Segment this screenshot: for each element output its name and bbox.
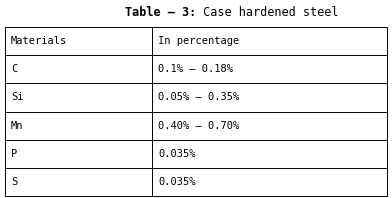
Text: Si: Si — [11, 92, 24, 102]
Text: P: P — [11, 149, 17, 159]
Text: Table – 3:: Table – 3: — [125, 7, 196, 19]
Text: 0.035%: 0.035% — [158, 177, 196, 187]
Text: In percentage: In percentage — [158, 36, 240, 46]
Text: Materials: Materials — [11, 36, 67, 46]
Text: C: C — [11, 64, 17, 74]
Text: 0.05% – 0.35%: 0.05% – 0.35% — [158, 92, 240, 102]
Text: 0.40% – 0.70%: 0.40% – 0.70% — [158, 121, 240, 131]
Text: Mn: Mn — [11, 121, 24, 131]
Text: S: S — [11, 177, 17, 187]
Bar — [5, 27, 387, 196]
Text: 0.035%: 0.035% — [158, 149, 196, 159]
Text: 0.1% – 0.18%: 0.1% – 0.18% — [158, 64, 233, 74]
Text: Case hardened steel: Case hardened steel — [196, 7, 339, 19]
